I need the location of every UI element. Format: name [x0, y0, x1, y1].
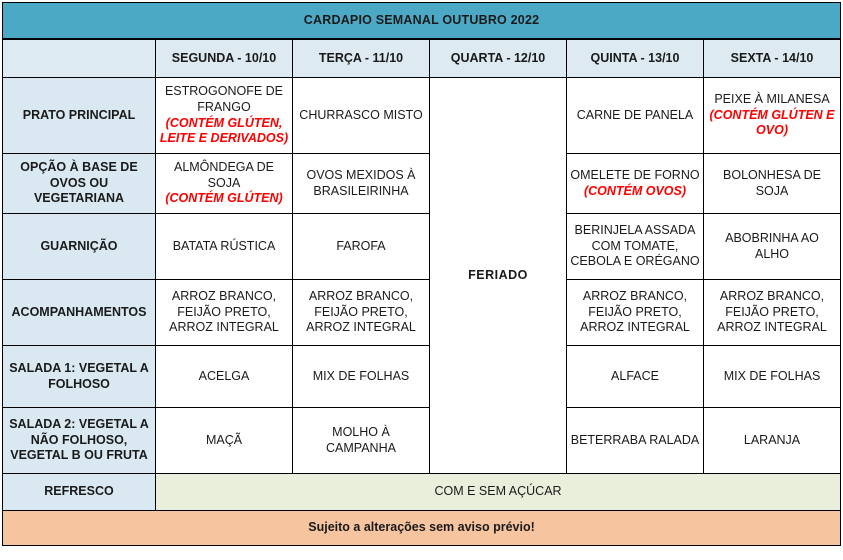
row-label-refresco: REFRESCO [2, 473, 156, 511]
dish-name: BERINJELA ASSADA COM TOMATE, CEBOLA E OR… [570, 223, 700, 269]
cell-opcao-quinta: OMELETE DE FORNO (CONTÉM OVOS) [566, 153, 704, 214]
dish-name: FAROFA [336, 238, 386, 253]
dish-name: MIX DE FOLHAS [723, 368, 821, 383]
refresco-row: REFRESCO COM E SEM AÇÚCAR [2, 473, 842, 511]
cell-salada2-terca: MOLHO À CAMPANHA [292, 407, 430, 474]
table-row: OPÇÃO À BASE DE OVOS OU VEGETARIANA ALMÔ… [2, 153, 842, 214]
cell-acompanhamentos-segunda: ARROZ BRANCO, FEIJÃO PRETO, ARROZ INTEGR… [155, 279, 293, 346]
cell-opcao-terca: OVOS MEXIDOS À BRASILEIRINHA [292, 153, 430, 214]
notice-row: Sujeito a alterações sem aviso prévio! [1, 510, 842, 546]
row-label-prato-principal: PRATO PRINCIPAL [2, 77, 156, 154]
title-row: CARDAPIO SEMANAL OUTUBRO 2022 [1, 2, 842, 40]
cell-acompanhamentos-terca: ARROZ BRANCO, FEIJÃO PRETO, ARROZ INTEGR… [292, 279, 430, 346]
cell-salada2-segunda: MAÇÃ [155, 407, 293, 474]
dish-name: ABOBRINHA AO ALHO [725, 230, 819, 261]
dish-name: BETERRABA RALADA [570, 432, 700, 447]
dish-name: OMELETE DE FORNO [570, 167, 700, 182]
page-title: CARDAPIO SEMANAL OUTUBRO 2022 [1, 2, 842, 40]
row-label-salada-2: SALADA 2: VEGETAL A NÃO FOLHOSO, VEGETAL… [2, 407, 156, 474]
cell-acompanhamentos-quinta: ARROZ BRANCO, FEIJÃO PRETO, ARROZ INTEGR… [566, 279, 704, 346]
dish-name: ALFACE [611, 368, 659, 383]
row-label-guarnicao: GUARNIÇÃO [2, 213, 156, 280]
row-label-opcao-ovos-vegetariana: OPÇÃO À BASE DE OVOS OU VEGETARIANA [2, 153, 156, 214]
dish-name: ARROZ BRANCO, FEIJÃO PRETO, ARROZ INTEGR… [717, 289, 827, 335]
dish-name: MIX DE FOLHAS [312, 368, 410, 383]
cell-prato-principal-terca: CHURRASCO MISTO [292, 77, 430, 154]
column-header-terca: TERÇA - 11/10 [292, 38, 430, 78]
dish-name: ARROZ BRANCO, FEIJÃO PRETO, ARROZ INTEGR… [169, 289, 279, 335]
cell-salada1-sexta: MIX DE FOLHAS [702, 345, 842, 408]
dish-name: PEIXE À MILANESA [714, 92, 830, 107]
column-header-sexta: SEXTA - 14/10 [702, 38, 842, 78]
dish-name: BOLONHESA DE SOJA [723, 167, 821, 198]
cell-salada1-segunda: ACELGA [155, 345, 293, 408]
cell-salada2-quinta: BETERRABA RALADA [566, 407, 704, 474]
allergen-note: (CONTÉM OVOS) [583, 183, 687, 198]
cell-opcao-segunda: ALMÔNDEGA DE SOJA (CONTÉM GLÚTEN) [155, 153, 293, 214]
column-header-quinta: QUINTA - 13/10 [566, 38, 704, 78]
allergen-note: (CONTÉM GLÚTEN E OVO) [709, 107, 835, 138]
cell-opcao-sexta: BOLONHESA DE SOJA [702, 153, 842, 214]
cell-prato-principal-segunda: ESTROGONOFE DE FRANGO (CONTÉM GLÚTEN, LE… [155, 77, 293, 154]
dish-name: MOLHO À CAMPANHA [326, 424, 396, 455]
allergen-note: (CONTÉM GLÚTEN) [165, 191, 283, 206]
weekly-menu-table: CARDAPIO SEMANAL OUTUBRO 2022 SEGUNDA - … [1, 2, 842, 546]
cell-guarnicao-segunda: BATATA RÚSTICA [155, 213, 293, 280]
dish-name: BATATA RÚSTICA [172, 238, 276, 253]
allergen-note: (CONTÉM GLÚTEN, LEITE E DERIVADOS) [159, 115, 289, 146]
refresco-value: COM E SEM AÇÚCAR [154, 473, 842, 511]
dish-name: MAÇÃ [205, 432, 243, 447]
holiday-cell: FERIADO [429, 77, 567, 474]
cell-guarnicao-terca: FAROFA [292, 213, 430, 280]
cell-prato-principal-quinta: CARNE DE PANELA [566, 77, 704, 154]
dish-name: ARROZ BRANCO, FEIJÃO PRETO, ARROZ INTEGR… [580, 289, 690, 335]
notice-text: Sujeito a alterações sem aviso prévio! [1, 510, 842, 546]
cell-acompanhamentos-sexta: ARROZ BRANCO, FEIJÃO PRETO, ARROZ INTEGR… [702, 279, 842, 346]
cell-salada1-quinta: ALFACE [566, 345, 704, 408]
row-label-acompanhamentos: ACOMPANHAMENTOS [2, 279, 156, 346]
table-corner-cell [2, 38, 156, 78]
dish-name: ARROZ BRANCO, FEIJÃO PRETO, ARROZ INTEGR… [306, 289, 416, 335]
cell-guarnicao-sexta: ABOBRINHA AO ALHO [702, 213, 842, 280]
table-row: PRATO PRINCIPAL ESTROGONOFE DE FRANGO (C… [2, 77, 842, 474]
dish-name: ESTROGONOFE DE FRANGO [164, 84, 284, 114]
table-row: SALADA 1: VEGETAL A FOLHOSO ACELGA MIX D… [2, 345, 842, 408]
dish-name: LARANJA [743, 432, 801, 447]
dish-name: CHURRASCO MISTO [299, 107, 423, 122]
dish-name: CARNE DE PANELA [576, 107, 694, 122]
cell-guarnicao-quinta: BERINJELA ASSADA COM TOMATE, CEBOLA E OR… [566, 213, 704, 280]
table-row: SALADA 2: VEGETAL A NÃO FOLHOSO, VEGETAL… [2, 407, 842, 474]
day-header-row: SEGUNDA - 10/10 TERÇA - 11/10 QUARTA - 1… [2, 38, 842, 78]
cell-prato-principal-sexta: PEIXE À MILANESA (CONTÉM GLÚTEN E OVO) [702, 77, 842, 154]
dish-name: OVOS MEXIDOS À BRASILEIRINHA [306, 167, 416, 198]
row-label-salada-1: SALADA 1: VEGETAL A FOLHOSO [2, 345, 156, 408]
table-row: ACOMPANHAMENTOS ARROZ BRANCO, FEIJÃO PRE… [2, 279, 842, 346]
cell-salada2-sexta: LARANJA [702, 407, 842, 474]
cell-salada1-terca: MIX DE FOLHAS [292, 345, 430, 408]
dish-name: ACELGA [198, 368, 250, 383]
column-header-segunda: SEGUNDA - 10/10 [155, 38, 293, 78]
dish-name: ALMÔNDEGA DE SOJA [173, 160, 275, 190]
table-row: GUARNIÇÃO BATATA RÚSTICA FAROFA BERINJEL… [2, 213, 842, 280]
column-header-quarta: QUARTA - 12/10 [429, 38, 567, 78]
